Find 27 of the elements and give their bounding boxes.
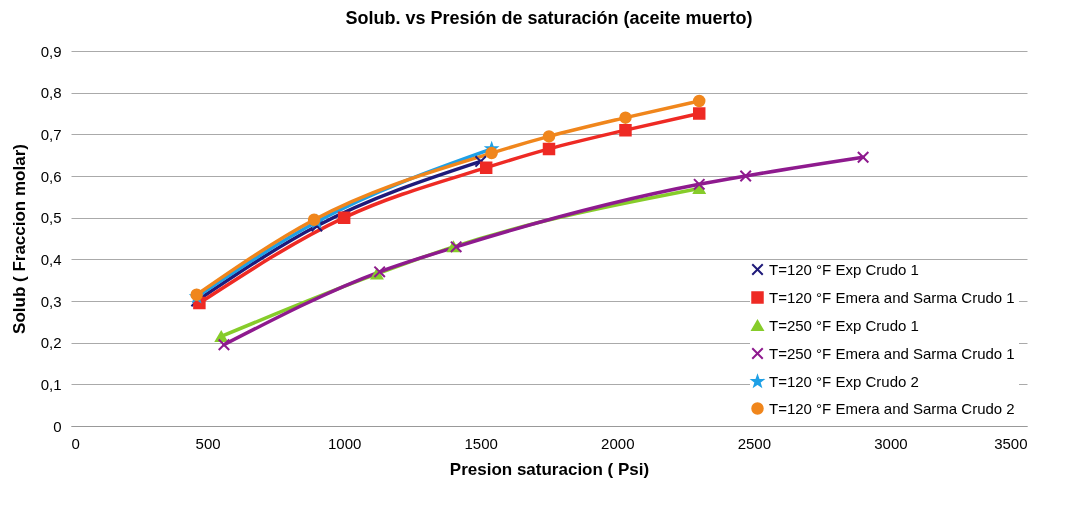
y-axis-title: Solub ( Fraccion molar) — [9, 144, 29, 334]
legend-label: T=120 °F Emera and Sarma Crudo 1 — [769, 288, 1015, 306]
y-tick-label: 0,9 — [40, 42, 62, 60]
legend-label: T=120 °F Exp Crudo 2 — [769, 372, 919, 390]
x-tick-label: 1500 — [464, 434, 498, 452]
legend-label: T=250 °F Exp Crudo 1 — [769, 316, 919, 334]
x-tick-label: 2000 — [601, 434, 635, 452]
legend-label: T=120 °F Exp Crudo 1 — [769, 260, 919, 278]
x-tick-label: 0 — [71, 434, 80, 452]
y-tick-label: 0,6 — [40, 167, 62, 185]
x-axis-title: Presion saturacion ( Psi) — [449, 459, 650, 479]
y-tick-label: 0,4 — [40, 250, 62, 268]
y-tick-label: 0,3 — [40, 292, 62, 310]
legend-label: T=120 °F Emera and Sarma Crudo 2 — [769, 399, 1015, 417]
x-tick-label: 3000 — [874, 434, 908, 452]
x-tick-label: 500 — [195, 434, 221, 452]
y-tick-label: 0,5 — [40, 209, 62, 227]
y-tick-label: 0,2 — [40, 334, 62, 352]
x-tick-label: 2500 — [737, 434, 772, 452]
y-tick-label: 0,8 — [40, 84, 62, 102]
y-tick-label: 0,7 — [40, 125, 62, 143]
legend-label: T=250 °F Emera and Sarma Crudo 1 — [769, 344, 1015, 362]
chart-title: Solub. vs Presión de saturación (aceite muerto) — [345, 8, 753, 28]
x-tick-label: 3500 — [994, 434, 1028, 452]
y-tick-label: 0 — [53, 417, 62, 435]
y-tick-label: 0,1 — [40, 375, 62, 393]
x-tick-label: 1000 — [327, 434, 362, 452]
